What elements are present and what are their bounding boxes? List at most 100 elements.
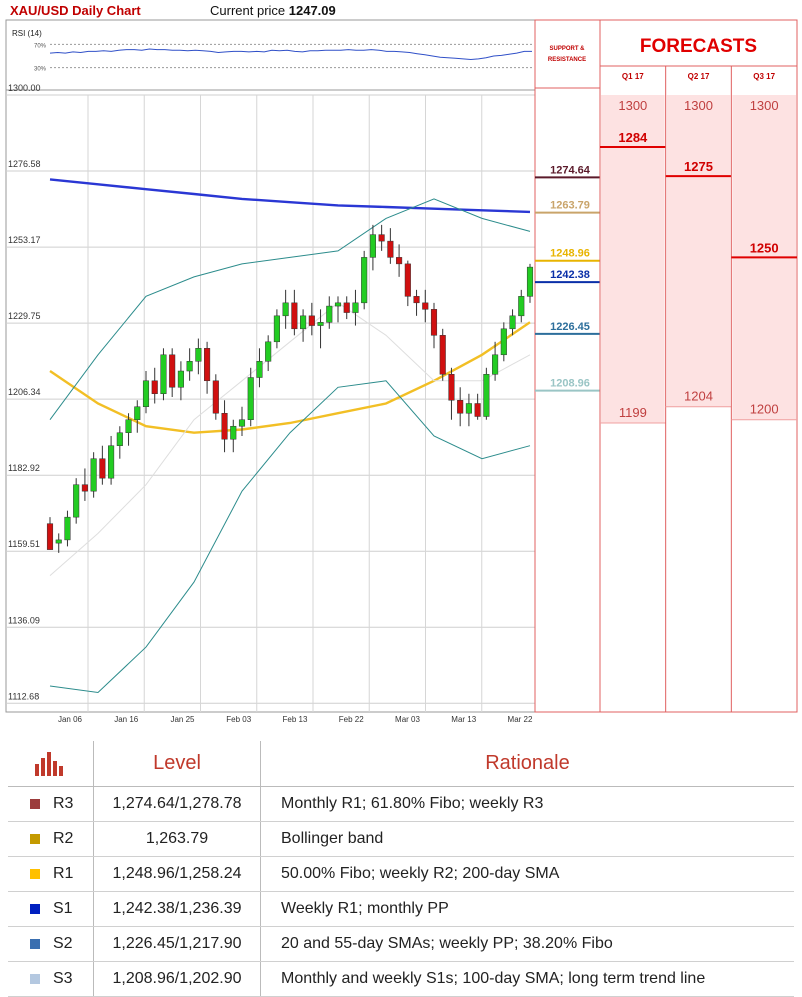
table-row: S1 1,242.38/1,236.39 Weekly R1; monthly PP (8, 891, 794, 927)
forecasts-title: FORECASTS (640, 36, 757, 57)
candle-body (492, 354, 499, 375)
candle-body (142, 380, 150, 407)
level-value: 1,242.38/1,236.39 (93, 891, 261, 927)
price-value: 1247.09 (288, 3, 336, 18)
candle-body (413, 296, 420, 304)
forecast-range (666, 95, 731, 407)
current-price: Current price 1247.09 (210, 3, 336, 18)
rationale-header: Rationale (260, 741, 794, 787)
sr-level-value: 1226.45 (550, 321, 590, 333)
date-tick-label: Mar 22 (508, 715, 533, 724)
level-rationale: Weekly R1; monthly PP (260, 891, 794, 927)
candle-body (369, 234, 376, 258)
levels-table: Level Rationale R3 1,274.64/1,278.78 Month… (8, 741, 794, 997)
forecast-col-label: Q2 17 (688, 72, 710, 81)
level-key: S3 (8, 961, 94, 997)
candle-body (204, 348, 211, 382)
candle-body (430, 309, 438, 336)
sr-title-line1: SUPPORT & (549, 46, 585, 52)
table-header: Level Rationale (8, 741, 794, 787)
candle-body (457, 400, 464, 414)
candle-body (151, 380, 158, 395)
sr-panel-frame (534, 19, 601, 713)
candle-body (64, 516, 71, 541)
candle-body (518, 296, 525, 317)
color-swatch (30, 903, 40, 914)
forecast-col-label: Q1 17 (622, 72, 644, 81)
candle-body (81, 484, 88, 492)
date-tick-label: Mar 13 (451, 715, 476, 724)
price-tick-label: 1253.17 (8, 235, 41, 245)
candle-body (483, 374, 490, 417)
series-line-0 (49, 178, 531, 214)
candle-body (361, 257, 368, 304)
level-name: S1 (53, 899, 73, 917)
forecast-low: 1199 (619, 405, 647, 420)
date-tick-label: Feb 03 (226, 715, 251, 724)
rsi-lower-label: 30% (34, 67, 47, 73)
candle-body (378, 234, 385, 242)
color-swatch (30, 798, 40, 809)
level-name: R3 (53, 794, 74, 812)
sr-level-value: 1208.96 (550, 378, 590, 390)
candle-body (125, 419, 132, 433)
price-tick-label: 1182.92 (8, 463, 40, 473)
candle-body (273, 315, 280, 343)
rsi-line (49, 48, 532, 61)
level-value: 1,208.96/1,202.90 (93, 961, 261, 997)
level-key: S1 (8, 891, 94, 927)
level-name: R2 (53, 829, 74, 847)
candle-body (465, 403, 472, 414)
candle-body (448, 374, 455, 401)
level-rationale: Monthly R1; 61.80% Fibo; weekly R3 (260, 786, 794, 822)
sr-level-value: 1242.38 (550, 269, 590, 281)
forecast-mid: 1284 (618, 130, 648, 145)
date-tick-label: Feb 22 (339, 715, 364, 724)
candle-body (474, 403, 481, 417)
forecast-low: 1204 (684, 389, 713, 404)
sr-level-value: 1274.64 (550, 164, 591, 176)
table-row: S3 1,208.96/1,202.90 Monthly and weekly S1… (8, 961, 794, 997)
chart-frame (5, 19, 536, 713)
candle-body (526, 266, 534, 297)
color-swatch (30, 868, 40, 879)
candle-body (160, 354, 167, 395)
candle-body (230, 425, 237, 440)
level-rationale: 20 and 55-day SMAs; weekly PP; 38.20% Fi… (260, 926, 794, 962)
level-header: Level (93, 741, 261, 787)
price-label: Current price (210, 3, 286, 18)
candle-body (256, 361, 263, 378)
candle-body (282, 302, 289, 317)
level-name: R1 (53, 864, 74, 882)
level-key: R3 (8, 786, 94, 822)
table-row: S2 1,226.45/1,217.90 20 and 55-day SMAs; w… (8, 926, 794, 962)
color-swatch (30, 973, 40, 984)
candle-body (221, 412, 228, 440)
forecast-col-label: Q3 17 (753, 72, 775, 81)
candle-body (500, 328, 507, 356)
price-tick-label: 1159.51 (8, 539, 40, 549)
candle-body (509, 315, 516, 330)
price-tick-label: 1276.58 (8, 159, 41, 169)
level-value: 1,248.96/1,258.24 (93, 856, 261, 892)
date-tick-label: Jan 25 (170, 715, 195, 724)
color-swatch (30, 938, 40, 949)
level-rationale: Bollinger band (260, 821, 794, 857)
chart-title: XAU/USD Daily Chart (10, 3, 141, 18)
level-value: 1,274.64/1,278.78 (93, 786, 261, 822)
level-key: R2 (8, 821, 94, 857)
price-tick-label: 1136.09 (8, 615, 40, 625)
chart-canvas: RSI (14) 70% 30% 1300.00 1276.58 1253.17 1229.… (5, 19, 798, 724)
table-row: R3 1,274.64/1,278.78 Monthly R1; 61.80% Fi… (8, 786, 794, 822)
date-tick-label: Jan 16 (114, 715, 139, 724)
candle-body (308, 315, 315, 326)
candle-body (404, 263, 411, 297)
sr-title-line2: RESISTANCE (548, 57, 586, 63)
candle-body (73, 484, 80, 518)
price-tick-label: 1206.34 (8, 387, 41, 397)
candle-body (90, 458, 97, 492)
level-key: S2 (8, 926, 94, 962)
candle-body (177, 370, 184, 388)
candle-body (195, 348, 202, 362)
level-name: S3 (53, 969, 73, 987)
